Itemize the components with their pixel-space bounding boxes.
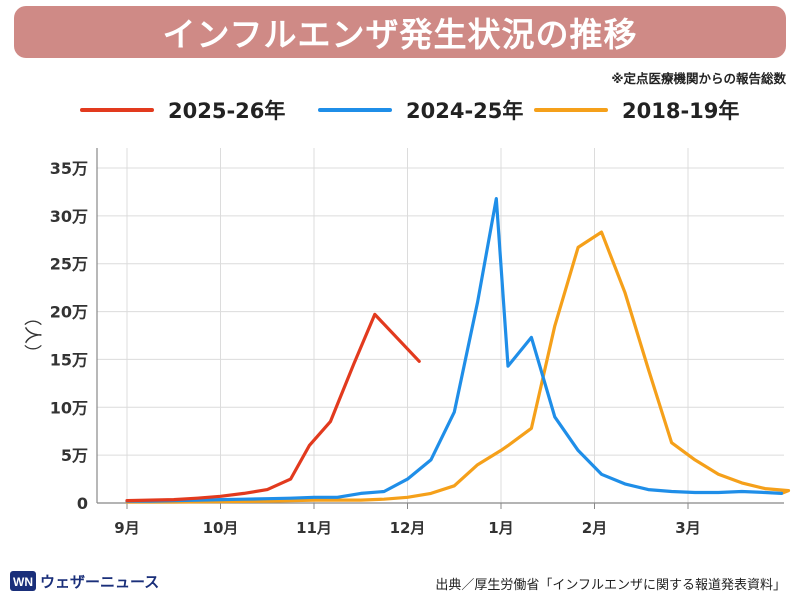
x-tick-label: 3月 xyxy=(675,519,700,537)
y-tick-label: 30万 xyxy=(50,207,88,226)
y-tick-label: 10万 xyxy=(50,398,88,417)
svg-text:WN: WN xyxy=(13,575,33,589)
series-line-2024-25年 xyxy=(125,197,784,503)
legend-label: 2018-19年 xyxy=(622,99,740,123)
legend-item-2025-26: 2025-26年 xyxy=(80,93,285,127)
line-chart: 0 5万 10万 15万 20万 25万 30万 35万 9月 10月 11月 12月 1月 2月 3月 （人… xyxy=(21,148,791,537)
brand-name: ウェザーニュース xyxy=(40,572,160,591)
x-tick-label: 1月 xyxy=(488,519,513,537)
y-tick-label: 35万 xyxy=(50,159,88,178)
legend-item-2018-19: 2018-19年 xyxy=(534,93,739,127)
legend-swatch xyxy=(318,108,392,112)
weathernews-logo-icon: WN xyxy=(10,571,36,591)
legend-item-2024-25: 2024-25年 xyxy=(318,93,523,127)
y-tick-label: 0 xyxy=(77,494,88,513)
legend-swatch xyxy=(534,108,608,112)
y-tick-label: 15万 xyxy=(50,350,88,369)
x-tick-label: 9月 xyxy=(114,519,139,537)
legend-swatch xyxy=(80,108,154,112)
x-tick-label: 2月 xyxy=(582,519,607,537)
y-tick-label: 25万 xyxy=(50,255,88,274)
legend: 2025-26年 2024-25年 2018-19年 xyxy=(0,93,800,127)
legend-label: 2024-25年 xyxy=(406,99,524,123)
x-tick-label: 11月 xyxy=(296,519,332,537)
x-tick-label: 12月 xyxy=(390,519,426,537)
x-tick-label: 10月 xyxy=(203,519,239,537)
title-banner: インフルエンザ発生状況の推移 xyxy=(14,6,786,58)
y-tick-label: 20万 xyxy=(50,303,88,322)
brand-logo: WN ウェザーニュース xyxy=(10,570,159,592)
y-tick-label: 5万 xyxy=(61,446,88,465)
y-axis-label: （人） xyxy=(21,308,42,362)
chart-title: インフルエンザ発生状況の推移 xyxy=(162,15,638,54)
series-line-2018-19年 xyxy=(125,230,791,504)
series-line-2025-26年 xyxy=(125,312,421,503)
source-credit: 出典／厚生労働省「インフルエンザに関する報道発表資料」 xyxy=(435,578,786,593)
legend-label: 2025-26年 xyxy=(168,99,286,123)
data-note: ※定点医療機関からの報告総数 xyxy=(611,71,786,86)
